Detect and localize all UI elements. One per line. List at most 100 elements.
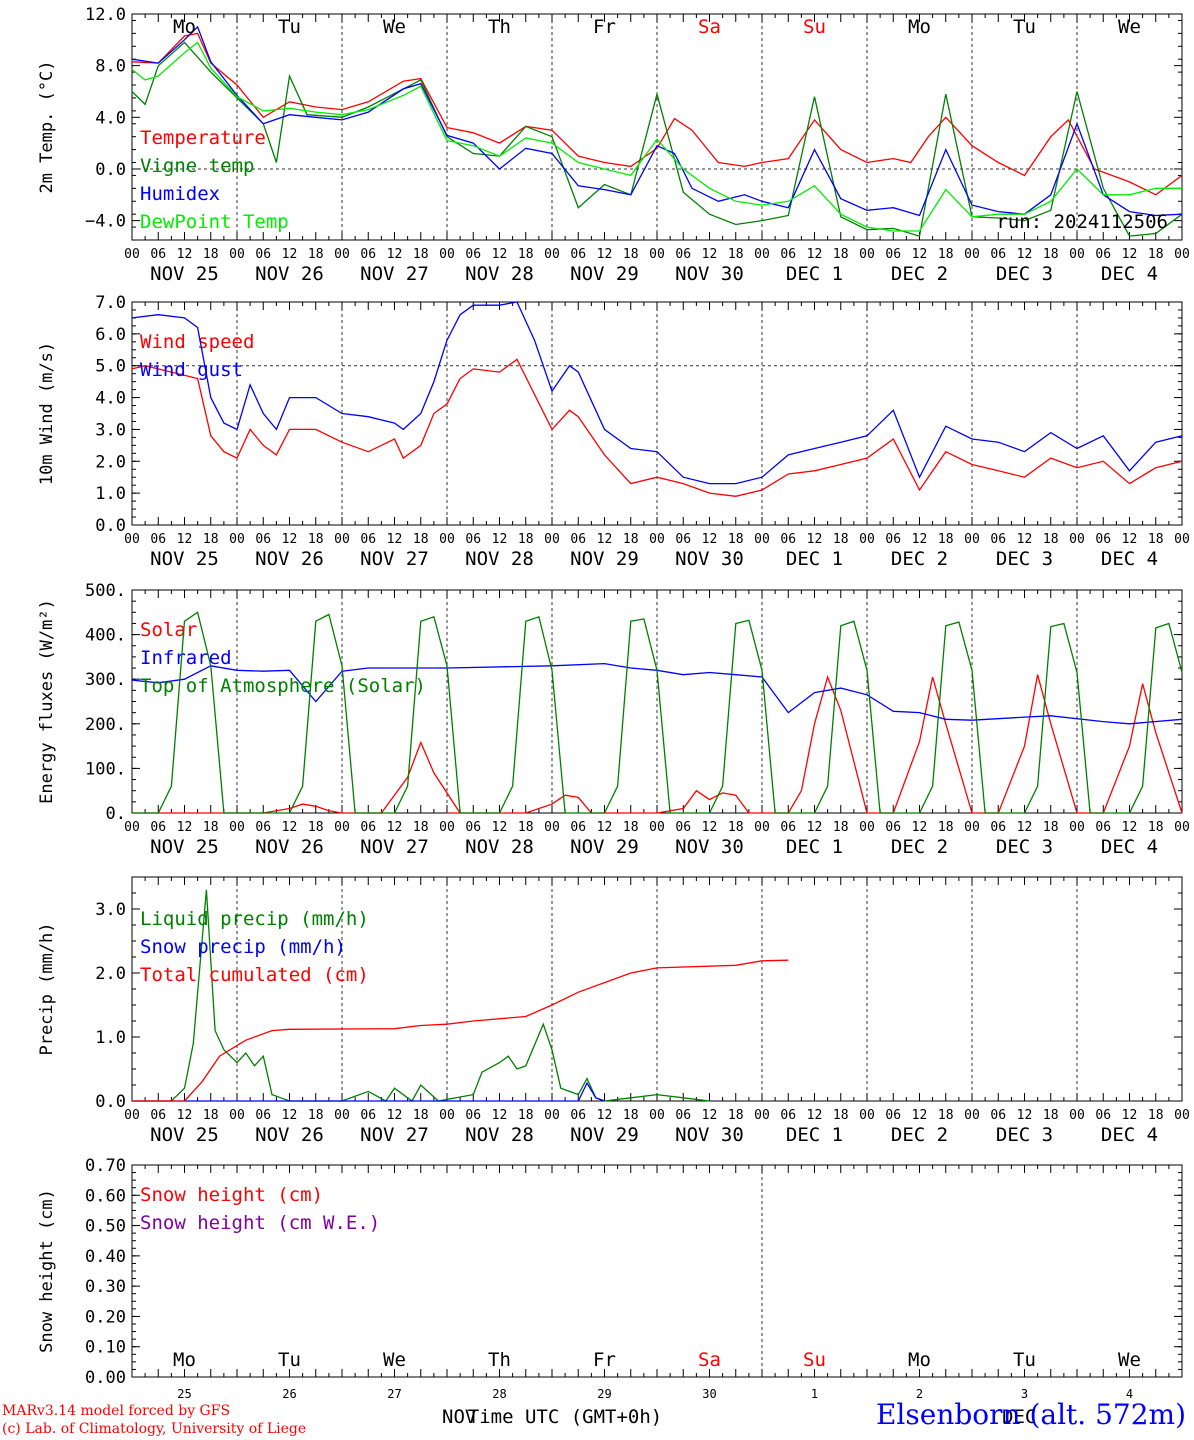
x-hour-label: 18 — [518, 532, 534, 547]
y-tick-label: 8.0 — [95, 57, 126, 77]
y-axis-label: 10m Wind (m/s) — [37, 342, 57, 485]
x-hour-label: 18 — [413, 532, 429, 547]
weekday-label: Su — [803, 1349, 826, 1371]
legend-entry: Humidex — [140, 183, 220, 205]
x-hour-label: 12 — [492, 532, 508, 547]
x-hour-label: 00 — [1069, 532, 1085, 547]
series-line-top-of-atmosphere-solar — [132, 611, 1183, 814]
day-number-label: 29 — [597, 1387, 611, 1401]
x-hour-label: 00 — [1069, 1108, 1085, 1123]
x-hour-label: 06 — [675, 1108, 691, 1123]
y-tick-label: 4.0 — [95, 108, 126, 128]
y-tick-label: 0.0 — [95, 516, 126, 536]
x-date-label: DEC 2 — [891, 1124, 948, 1146]
weekday-label: Tu — [1013, 16, 1036, 38]
x-hour-label: 18 — [623, 1108, 639, 1123]
x-date-label: NOV 26 — [255, 836, 324, 858]
x-hour-label: 18 — [203, 1108, 219, 1123]
x-date-label: DEC 2 — [891, 548, 948, 570]
x-axis-label: Time UTC (GMT+0h) — [468, 1406, 662, 1428]
x-date-label: NOV 26 — [255, 1124, 324, 1146]
x-hour-label: 06 — [570, 1108, 586, 1123]
x-hour-label: 06 — [255, 532, 271, 547]
x-date-label: NOV 29 — [570, 1124, 639, 1146]
x-hour-label: 06 — [1095, 532, 1111, 547]
x-hour-label: 06 — [675, 532, 691, 547]
x-hour-label: 00 — [754, 820, 770, 835]
x-hour-label: 12 — [702, 820, 718, 835]
x-hour-label: 18 — [728, 532, 744, 547]
y-axis-label: Snow height (cm) — [37, 1189, 57, 1353]
x-hour-label: 12 — [1122, 820, 1138, 835]
x-hour-label: 06 — [465, 820, 481, 835]
x-date-label: NOV 27 — [360, 1124, 429, 1146]
y-tick-label: 2.0 — [95, 964, 126, 984]
y-tick-label: 0.00 — [85, 1368, 126, 1388]
x-hour-label: 00 — [859, 532, 875, 547]
panel-frame — [131, 589, 1183, 814]
x-hour-label: 06 — [780, 247, 796, 262]
y-tick-label: 12.0 — [85, 5, 126, 25]
month-label-right: DEC — [1002, 1406, 1036, 1428]
x-hour-label: 06 — [150, 1108, 166, 1123]
weekday-label: Tu — [278, 16, 301, 38]
x-hour-label: 12 — [387, 532, 403, 547]
x-hour-label: 18 — [308, 532, 324, 547]
x-hour-label: 18 — [203, 247, 219, 262]
x-hour-label: 06 — [150, 247, 166, 262]
x-hour-label: 06 — [990, 532, 1006, 547]
legend-entry: Snow precip (mm/h) — [140, 936, 346, 958]
x-hour-label: 12 — [807, 820, 823, 835]
legend-entry: Wind speed — [140, 331, 254, 353]
day-number-label: 30 — [702, 1387, 716, 1401]
x-hour-label: 00 — [964, 1108, 980, 1123]
y-tick-label: −4.0 — [85, 212, 126, 232]
x-hour-label: 00 — [124, 247, 140, 262]
x-hour-label: 06 — [1095, 1108, 1111, 1123]
x-hour-label: 00 — [1174, 820, 1190, 835]
x-date-label: DEC 4 — [1101, 836, 1158, 858]
lab-credit: (c) Lab. of Climatology, University of L… — [2, 1421, 307, 1437]
x-hour-label: 06 — [255, 247, 271, 262]
y-tick-label: 0.40 — [85, 1247, 126, 1267]
day-number-label: 28 — [492, 1387, 506, 1401]
x-hour-label: 18 — [203, 820, 219, 835]
legend-entry: Top of Atmosphere (Solar) — [140, 675, 426, 697]
x-hour-label: 06 — [255, 820, 271, 835]
x-hour-label: 12 — [177, 532, 193, 547]
x-hour-label: 12 — [282, 247, 298, 262]
weekday-label: Sa — [698, 1349, 721, 1371]
series-line-snow-precip-mm-h — [132, 1081, 605, 1102]
x-hour-label: 12 — [1017, 247, 1033, 262]
x-hour-label: 12 — [912, 247, 928, 262]
x-hour-label: 06 — [990, 1108, 1006, 1123]
y-tick-label: 5.0 — [95, 357, 126, 377]
weekday-label: Th — [488, 16, 511, 38]
x-date-label: NOV 25 — [150, 548, 219, 570]
series-line-temperature — [131, 32, 1183, 196]
x-date-label: NOV 25 — [150, 836, 219, 858]
x-hour-label: 18 — [413, 820, 429, 835]
y-axis-label: 2m Temp. (°C) — [37, 60, 57, 193]
x-hour-label: 12 — [702, 1108, 718, 1123]
x-hour-label: 12 — [177, 820, 193, 835]
x-hour-label: 06 — [885, 1108, 901, 1123]
x-hour-label: 18 — [833, 1108, 849, 1123]
x-hour-label: 18 — [1043, 532, 1059, 547]
x-hour-label: 18 — [623, 820, 639, 835]
y-axis-label: Precip (mm/h) — [37, 922, 57, 1055]
x-hour-label: 18 — [413, 1108, 429, 1123]
x-hour-label: 00 — [754, 532, 770, 547]
weekday-label: Fr — [593, 16, 616, 38]
x-hour-label: 00 — [334, 532, 350, 547]
weekday-label: Su — [803, 16, 826, 38]
x-hour-label: 00 — [229, 820, 245, 835]
x-hour-label: 18 — [938, 1108, 954, 1123]
x-hour-label: 12 — [177, 1108, 193, 1123]
legend-entry: Infrared — [140, 647, 232, 669]
x-hour-label: 06 — [465, 247, 481, 262]
x-date-label: NOV 27 — [360, 263, 429, 285]
y-tick-label: 400. — [85, 626, 126, 646]
legend-entry: Total cumulated (cm) — [140, 964, 369, 986]
x-hour-label: 18 — [308, 247, 324, 262]
